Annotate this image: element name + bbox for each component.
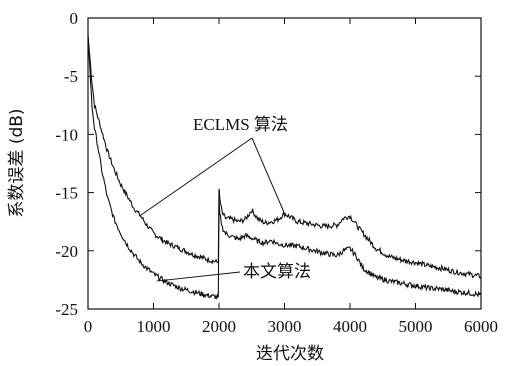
y-tick-label: 0 (70, 9, 79, 28)
series-line-1 (87, 35, 482, 279)
annotation-leader-eclms (251, 137, 285, 214)
y-tick-label: -10 (55, 125, 78, 144)
y-tick-label: -5 (64, 67, 78, 86)
annotation-label-proposed: 本文算法 (243, 262, 311, 282)
y-tick-label: -25 (55, 300, 78, 319)
x-tick-label: 2000 (202, 317, 236, 336)
annotation-leader-proposed (156, 271, 241, 282)
x-tick-label: 6000 (464, 317, 498, 336)
x-tick-label: 3000 (268, 317, 302, 336)
annotation-leader-eclms (139, 137, 253, 217)
x-tick-label: 1000 (137, 317, 171, 336)
series-line-2 (87, 35, 482, 301)
y-axis-label: 系数误差 (dB) (7, 108, 27, 217)
axes (87, 17, 482, 310)
tick-labels: 0 1000 2000 3000 4000 5000 6000 0 -5 -10 -15 -20 -25 (55, 9, 498, 336)
x-tick-label: 4000 (333, 317, 367, 336)
x-tick-label: 5000 (399, 317, 433, 336)
annotation-label-eclms: ECLMS 算法 (193, 115, 288, 134)
y-tick-label: -15 (55, 184, 78, 203)
x-tick-label: 0 (84, 317, 93, 336)
y-tick-label: -20 (55, 242, 78, 261)
x-axis-label: 迭代次数 (256, 344, 324, 364)
plot-area (87, 35, 482, 301)
